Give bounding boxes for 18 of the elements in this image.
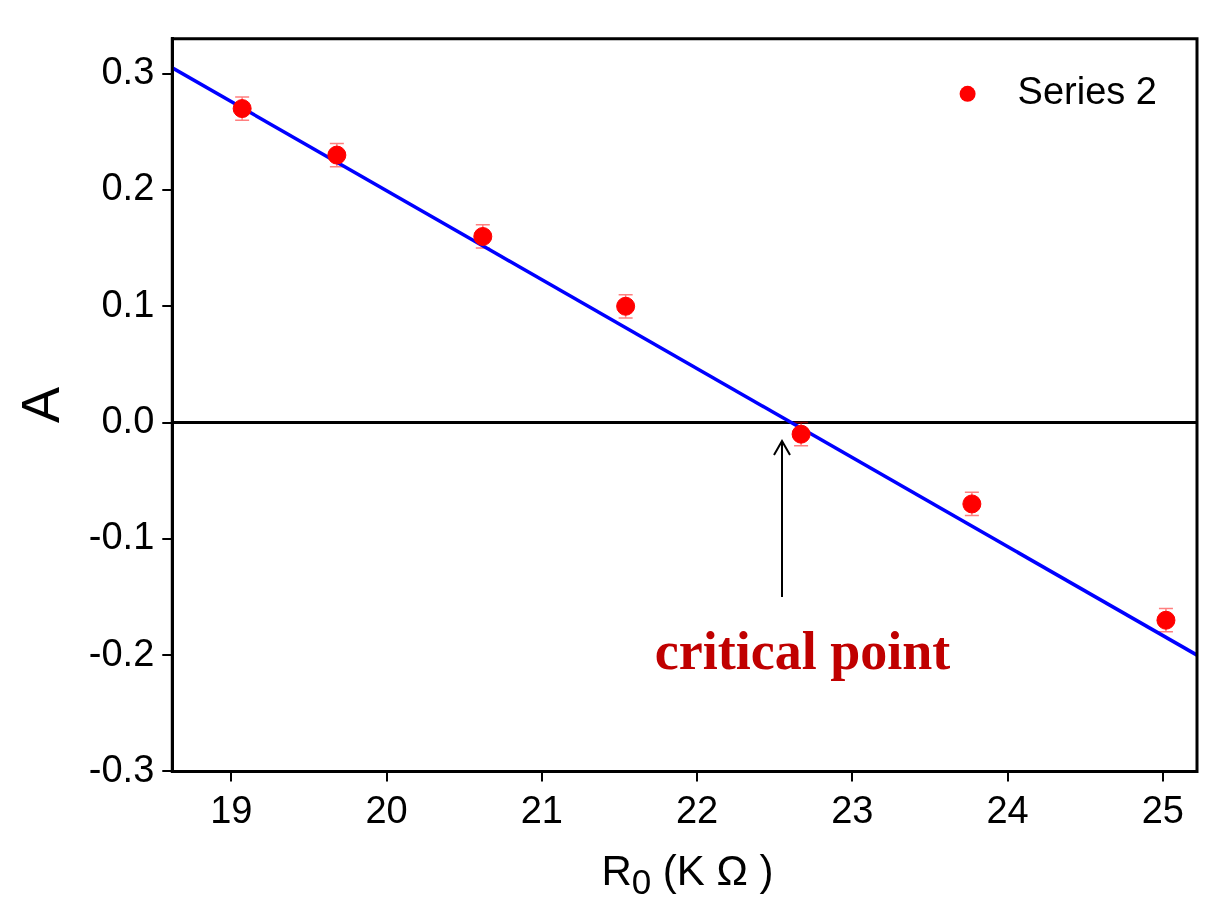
x-tick-label: 25 — [1141, 788, 1184, 831]
y-tick-label: -0.1 — [88, 515, 155, 558]
x-tick-label: 23 — [831, 788, 874, 831]
x-tick-label: 22 — [675, 788, 719, 831]
y-axis-title: A — [10, 387, 71, 424]
y-tick-label: -0.3 — [88, 747, 155, 790]
y-tick-label: 0.1 — [101, 282, 155, 325]
x-tick-label: 20 — [365, 788, 408, 831]
x-tick-label: 24 — [986, 788, 1029, 831]
x-tick-label: 19 — [210, 788, 253, 831]
y-tick-label: -0.2 — [88, 631, 155, 674]
y-tick-label: 0.2 — [101, 166, 155, 209]
x-axis-title: R$_{0}$ (K Ω ) — [600, 846, 775, 904]
legend-label: Series 2 — [1017, 70, 1157, 113]
x-tick-label: 21 — [520, 788, 563, 831]
y-tick-label: 0.3 — [101, 50, 155, 93]
y-tick-label: 0.0 — [101, 399, 155, 442]
annotation: critical point — [654, 620, 951, 681]
